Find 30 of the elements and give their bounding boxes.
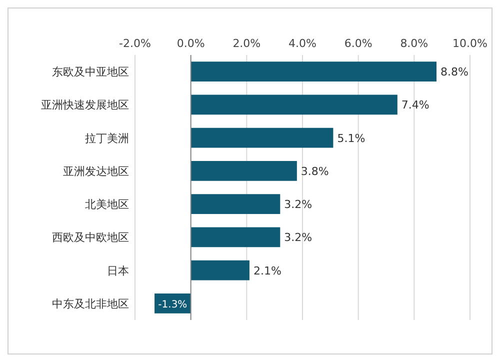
- x-tick-label: 6.0%: [344, 37, 372, 50]
- data-label: 2.1%: [253, 264, 282, 278]
- x-tick-label: 2.0%: [232, 37, 261, 50]
- y-tick-label: 东欧及中亚地区: [52, 66, 129, 79]
- y-tick-label: 亚洲发达地区: [63, 164, 129, 178]
- y-tick-label: 亚洲快速发展地区: [41, 98, 129, 112]
- y-tick-label: 日本: [107, 264, 129, 278]
- data-label: 7.4%: [401, 98, 430, 112]
- bar: [190, 260, 250, 280]
- y-tick-label: 拉丁美洲: [85, 132, 129, 145]
- bar: [190, 161, 297, 181]
- bar: [190, 194, 280, 214]
- data-label: 3.8%: [300, 164, 329, 178]
- x-tick-label: 10.0%: [452, 37, 488, 50]
- y-tick-label: 中东及北非地区: [52, 297, 129, 310]
- bar: [190, 94, 398, 115]
- y-tick-label: 西欧及中欧地区: [52, 231, 129, 244]
- bar: [190, 227, 280, 248]
- x-tick-label: -2.0%: [119, 37, 151, 50]
- y-tick-label: 北美地区: [85, 198, 129, 212]
- x-tick-label: 4.0%: [288, 37, 316, 50]
- x-tick-label: 0.0%: [176, 37, 205, 50]
- bar: [190, 62, 436, 82]
- data-label: 8.8%: [440, 66, 468, 79]
- data-label: 3.2%: [284, 231, 312, 244]
- data-label: -1.3%: [158, 299, 188, 310]
- bar: [190, 128, 334, 148]
- data-label: 5.1%: [337, 132, 366, 145]
- data-label: 3.2%: [284, 198, 312, 212]
- x-tick-label: 8.0%: [400, 37, 428, 50]
